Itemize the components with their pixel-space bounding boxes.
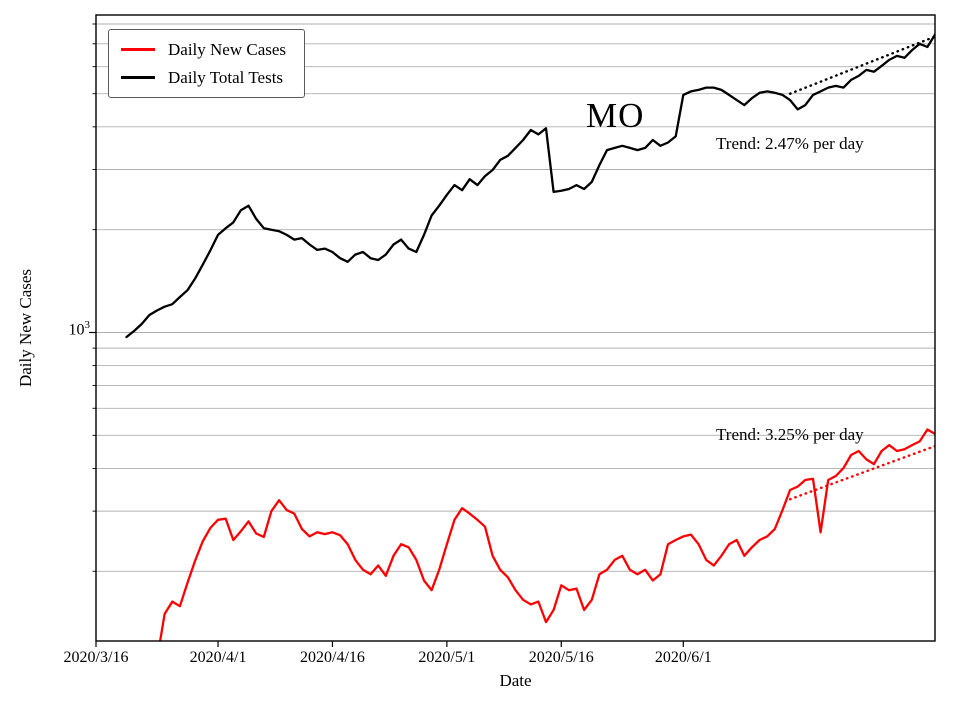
legend-line-red (121, 48, 155, 51)
x-tick-label: 2020/4/16 (299, 649, 365, 666)
x-tick-label: 2020/3/16 (63, 649, 129, 666)
legend: Daily New Cases Daily Total Tests (108, 29, 306, 98)
x-tick-label: 2020/6/1 (654, 649, 712, 666)
legend-label-total-tests: Daily Total Tests (168, 68, 284, 87)
state-annotation: MO (586, 96, 645, 135)
legend-label-new-cases: Daily New Cases (168, 40, 287, 59)
y-tick-label: 103 (68, 319, 91, 339)
legend-item-total-tests: Daily Total Tests (121, 69, 286, 86)
x-axis-title: Date (499, 671, 532, 690)
x-tick-label: 2020/5/16 (528, 649, 594, 666)
legend-item-new-cases: Daily New Cases (121, 41, 286, 58)
x-tick-label: 2020/4/1 (189, 649, 247, 666)
legend-line-black (121, 76, 155, 79)
trend-label-total-tests: Trend: 2.47% per day (716, 134, 864, 153)
trend-label-new-cases: Trend: 3.25% per day (716, 425, 864, 444)
x-tick-label: 2020/5/1 (418, 649, 476, 666)
y-axis-title: Daily New Cases (16, 268, 35, 388)
